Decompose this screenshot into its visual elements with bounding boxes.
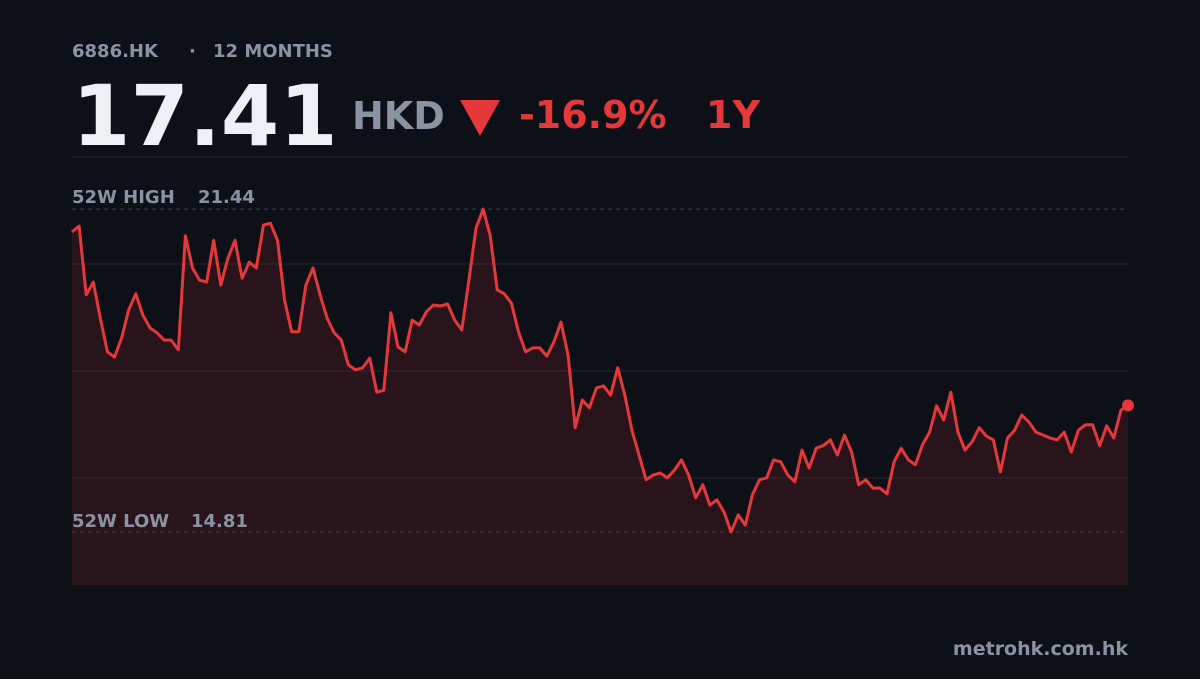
low-label: 52W LOW bbox=[72, 511, 169, 532]
currency: HKD bbox=[352, 94, 445, 138]
period: 12 MONTHS bbox=[213, 41, 333, 62]
price-line bbox=[71, 207, 1129, 534]
price: 17.41 bbox=[72, 67, 338, 165]
high-value: 21.44 bbox=[198, 187, 255, 208]
area bbox=[72, 209, 1128, 585]
range: 1Y bbox=[706, 93, 760, 137]
down-arrow bbox=[460, 100, 500, 136]
last-point bbox=[1122, 399, 1134, 412]
source: metrohk.com.hk bbox=[953, 638, 1128, 660]
high-label: 52W HIGH bbox=[72, 187, 175, 208]
low-value: 14.81 bbox=[191, 511, 248, 532]
ticker: 6886.HK bbox=[72, 41, 159, 62]
separator: · bbox=[189, 41, 196, 62]
change: -16.9% bbox=[519, 93, 667, 137]
